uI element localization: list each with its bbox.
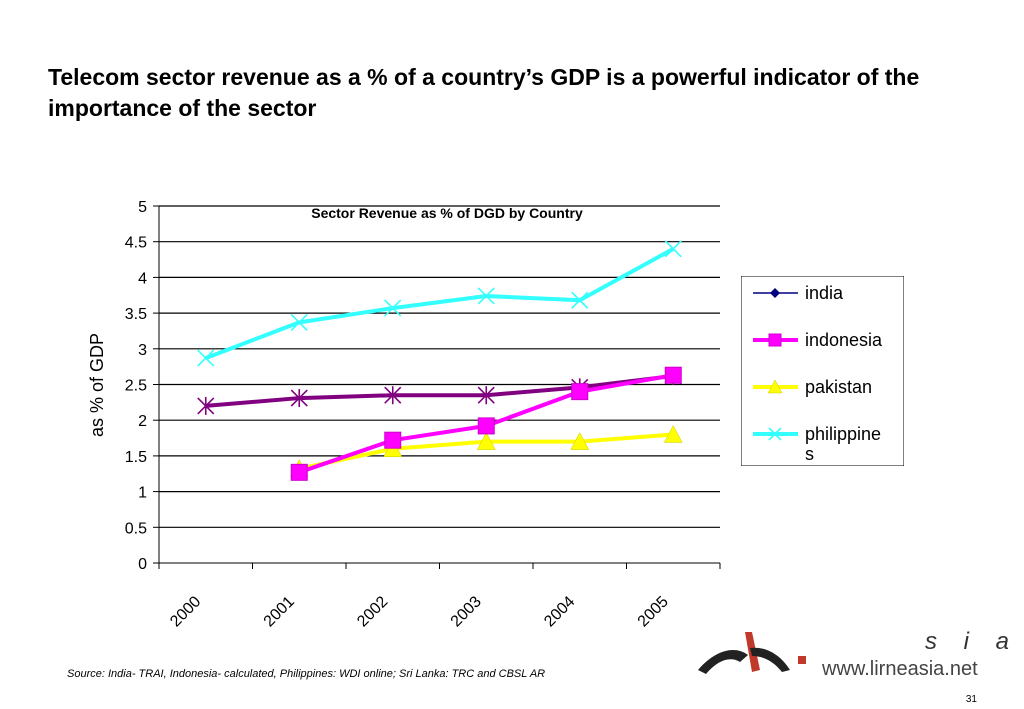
axes: 0 0.5 1 1.5 2 2.5 3 3.5 4 4.5 5 2000 2001 2002 2003 200… <box>125 199 721 630</box>
data-point <box>290 389 308 408</box>
source-note: Source: India- TRAI, Indonesia- calculat… <box>67 668 546 680</box>
series-layer <box>197 240 683 481</box>
legend-label: india <box>805 283 844 303</box>
y-tick-label: 0 <box>138 556 147 573</box>
series-line <box>205 373 674 408</box>
data-point <box>570 432 590 450</box>
logo-letters: s i a <box>925 628 1020 655</box>
x-tick-label: 2002 <box>354 593 391 630</box>
y-tick-label: 2.5 <box>125 378 147 395</box>
y-tick-label: 0.5 <box>125 520 147 537</box>
grid-lines <box>159 205 720 528</box>
y-tick-label: 3 <box>138 342 147 359</box>
data-point <box>663 424 683 443</box>
data-point <box>770 288 780 298</box>
data-point <box>571 383 589 401</box>
data-point <box>290 313 308 331</box>
data-point <box>664 240 682 258</box>
legend-entry: pakistan <box>753 377 872 397</box>
data-point <box>477 386 495 405</box>
y-tick-label: 4 <box>138 270 147 287</box>
data-point <box>476 432 496 450</box>
x-tick-label: 2001 <box>261 593 298 630</box>
y-tick-label: 2 <box>138 413 147 430</box>
data-point <box>197 349 215 367</box>
x-tick-label: 2004 <box>541 593 578 630</box>
y-tick-label: 5 <box>138 199 147 216</box>
data-point <box>384 386 402 405</box>
page-number: 31 <box>965 694 977 705</box>
data-point <box>477 417 495 435</box>
x-tick-label: 2005 <box>635 593 672 630</box>
legend-label: indonesia <box>805 330 883 350</box>
slide-title: Telecom sector revenue as a % of a count… <box>48 64 920 121</box>
data-point <box>197 396 215 415</box>
series-indonesia <box>290 366 682 481</box>
x-tick-label: 2000 <box>167 593 204 630</box>
legend-label: philippine <box>805 424 881 444</box>
y-tick-label: 4.5 <box>125 235 147 252</box>
logo-url: www.lirneasia.net <box>822 658 978 680</box>
lirneasia-logo-icon <box>698 632 806 674</box>
y-axis-label: as % of GDP <box>87 333 107 437</box>
y-tick-label: 1.5 <box>125 449 147 466</box>
data-point <box>571 291 589 309</box>
data-point <box>384 431 402 449</box>
data-point <box>664 366 682 384</box>
legend-entry: india <box>753 283 844 303</box>
series-philippines <box>197 240 682 367</box>
data-point <box>768 427 782 441</box>
y-tick-label: 1 <box>138 485 147 502</box>
legend-label: pakistan <box>805 377 872 397</box>
data-point <box>477 287 495 305</box>
data-point <box>290 463 308 481</box>
chart-title: Sector Revenue as % of DGD by Country <box>311 205 583 221</box>
series-india <box>197 366 682 415</box>
series-line <box>205 247 675 360</box>
data-point <box>384 299 402 317</box>
data-point <box>767 379 783 394</box>
data-point <box>768 333 782 347</box>
x-tick-label: 2003 <box>448 593 485 630</box>
legend-entry: indonesia <box>753 330 883 350</box>
legend-label: s <box>805 444 814 464</box>
y-tick-label: 3.5 <box>125 306 147 323</box>
